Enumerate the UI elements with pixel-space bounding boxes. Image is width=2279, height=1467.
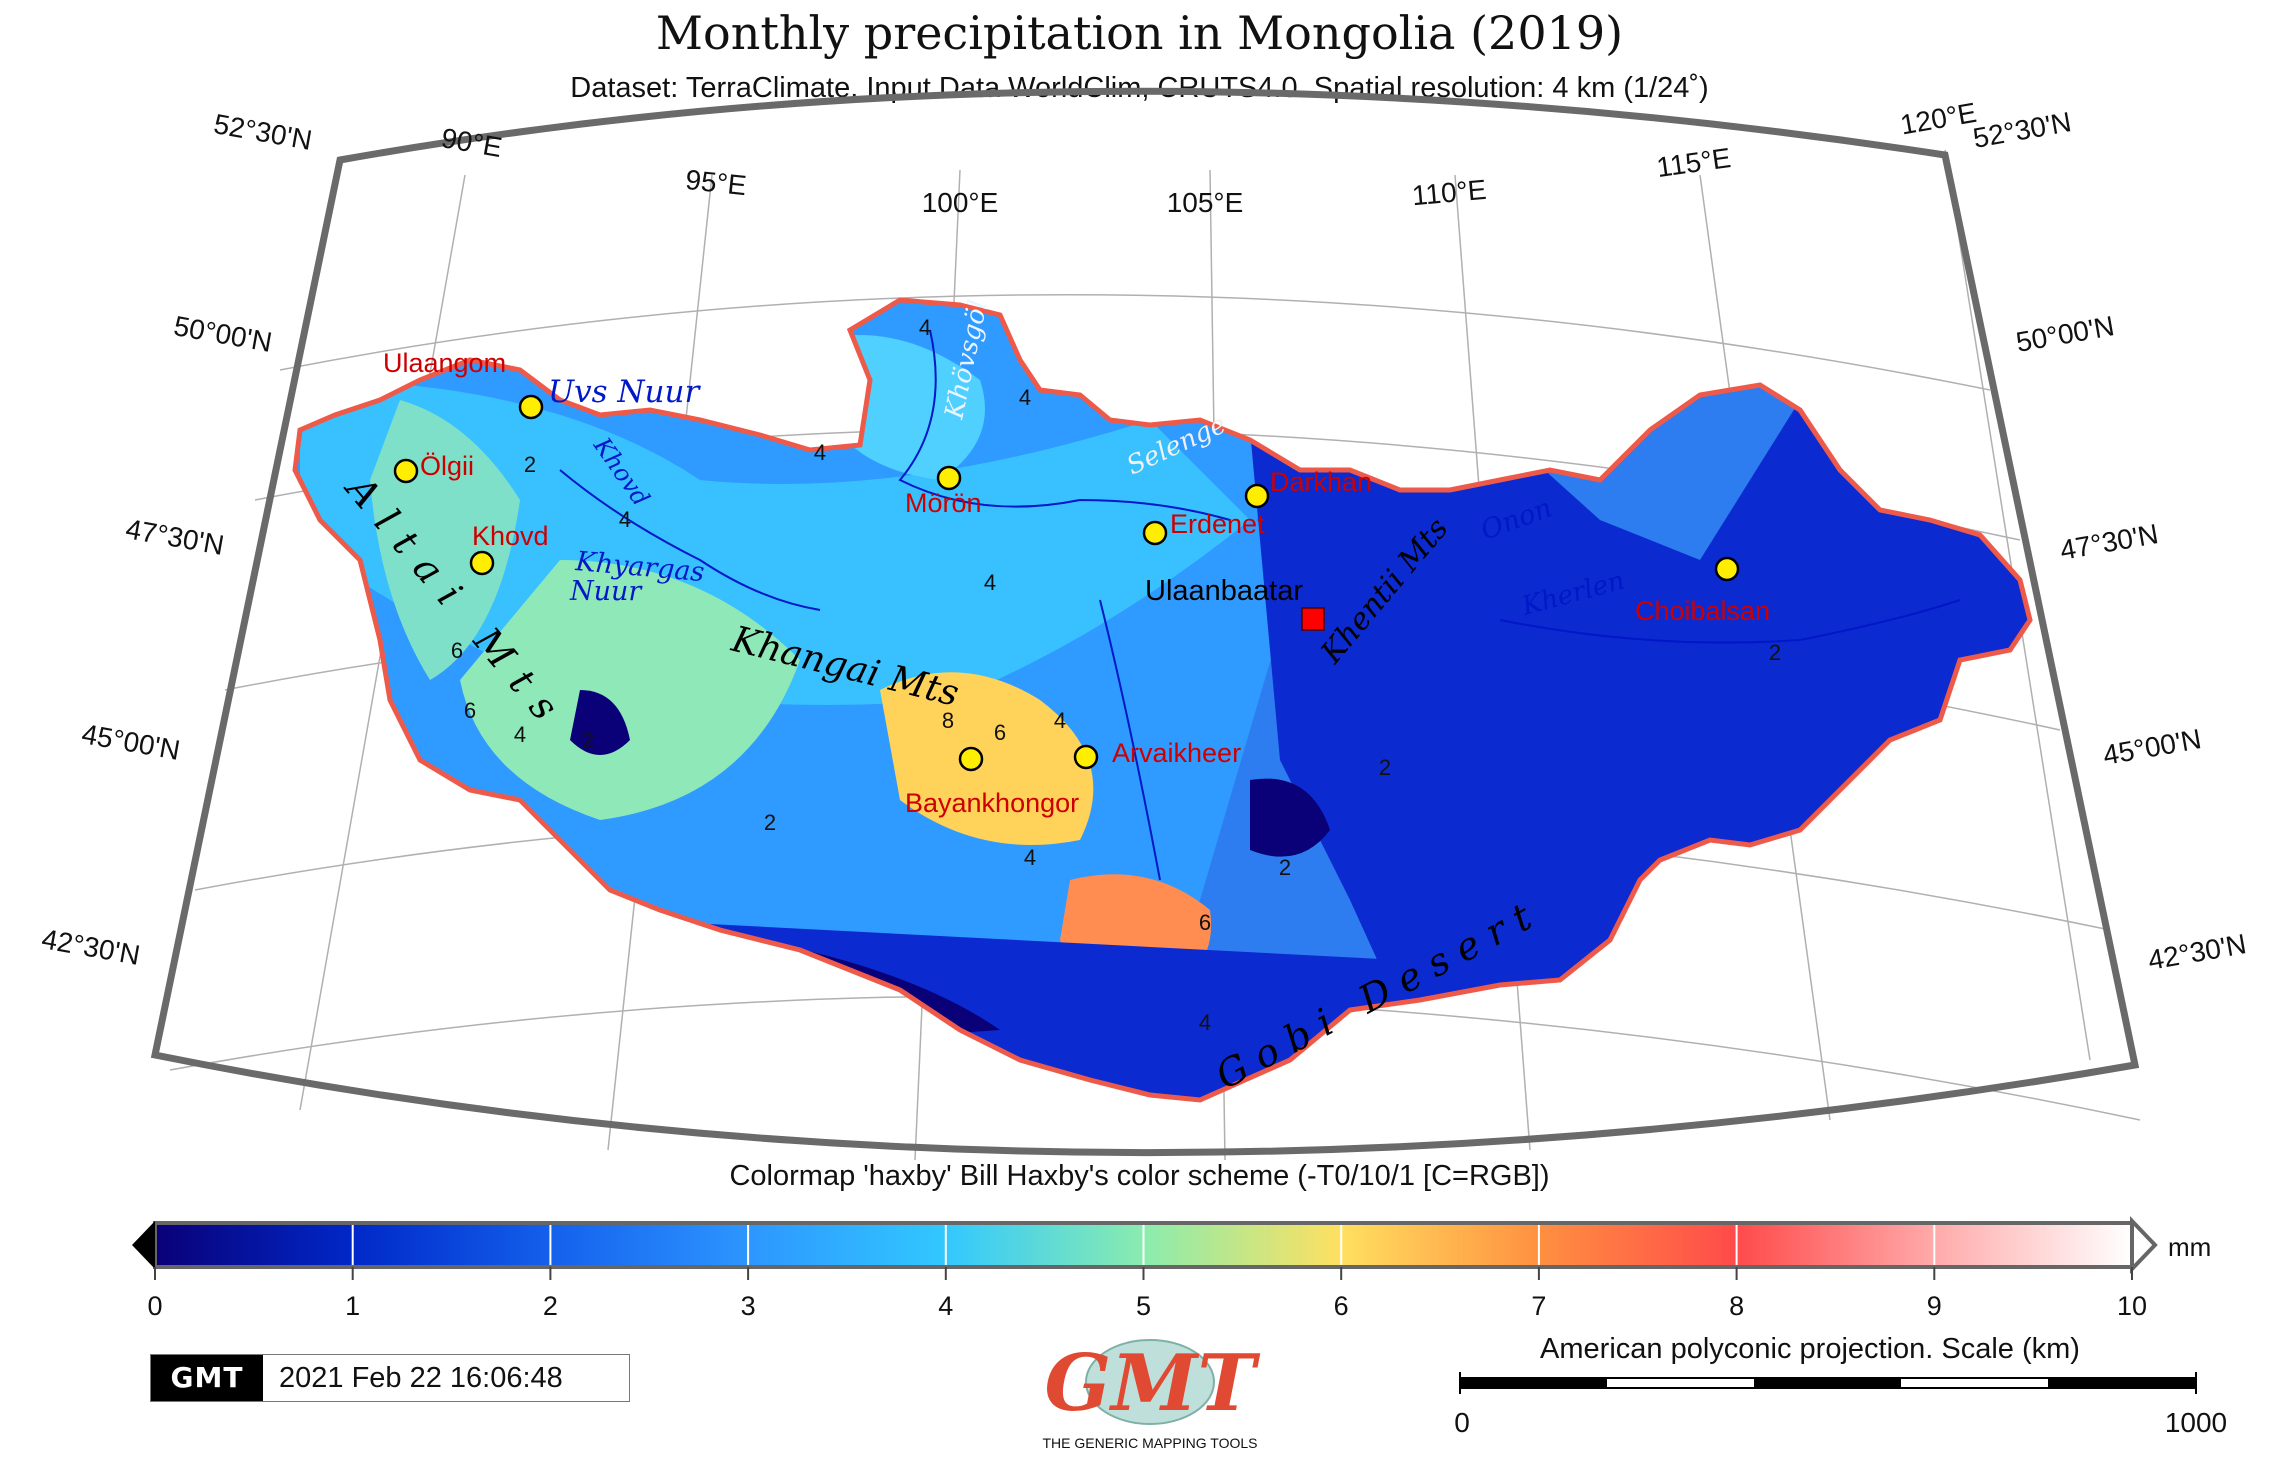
gmt-logo-tagline: THE GENERIC MAPPING TOOLS [1043,1435,1258,1451]
city-marker-moron [936,465,962,491]
gmt-logo-globe [1085,1339,1215,1425]
contour-label: 6 [1199,910,1211,935]
contour-label: 4 [919,315,931,340]
colorbar-tick-label: 2 [543,1291,558,1321]
contour-labels: 4 4 2 4 6 6 4 2 4 4 8 6 4 4 6 4 2 2 2 2 [451,315,1781,1035]
colorbar-tick-label: 6 [1334,1291,1349,1321]
scale-label: American polyconic projection. Scale (km… [1540,1333,2080,1365]
contour-label: 4 [1019,385,1031,410]
city-marker-arvaikheer [1073,744,1099,770]
lon-label-105: 105°E [1167,187,1244,218]
city-label-darkhan: Darkhan [1270,467,1372,497]
colorbar-ticks [154,1267,2133,1280]
lat-right-50: 50°00'N [2014,310,2117,358]
colorbar-tick-label: 5 [1136,1291,1151,1321]
gmt-timestamp-logo: GMT [151,1355,263,1401]
contour-label: 4 [984,570,996,595]
colorbar-triangle-high [2130,1216,2158,1274]
colorbar-dividers [351,1223,1936,1267]
colorbar-unit: mm [2168,1232,2211,1262]
scale-bar: 0 1000 [1454,1372,2227,1438]
label-uvs-nuur: Uvs Nuur [548,374,701,410]
contour-label: 6 [451,638,463,663]
lat-right-42-30: 42°30'N [2146,928,2249,976]
city-marker-ulaangom [518,394,544,420]
lat-left-50: 50°00'N [171,310,274,358]
country-border [292,297,2033,1103]
city-marker-olgii [393,458,419,484]
colormap-caption: Colormap 'haxby' Bill Haxby's color sche… [729,1160,1550,1192]
city-label-olgii: Ölgii [420,451,474,481]
lon-label-90: 90°E [439,122,504,163]
city-marker-erdenet [1142,520,1168,546]
city-label-arvaikheer: Arvaikheer [1112,738,1241,768]
label-khyargas-nuur: Nuur [569,576,643,607]
lat-right-47-30: 47°30'N [2058,518,2161,566]
city-marker-khovd [469,550,495,576]
contour-label: 4 [514,722,526,747]
lat-left-42-30: 42°30'N [39,923,142,971]
contour-label: 4 [1024,845,1036,870]
precipitation-raster [295,300,2030,1100]
scale-min: 0 [1454,1407,1470,1438]
scale-max: 1000 [2165,1407,2227,1438]
contour-label: 2 [524,452,536,477]
colorbar-tick-labels: 0 1 2 3 4 5 6 7 8 9 10 [147,1291,2147,1321]
lon-label-95: 95°E [684,164,748,201]
contour-label: 6 [464,698,476,723]
rivers [559,329,1961,881]
city-marker-darkhan [1244,483,1270,509]
colorbar-tick-label: 0 [147,1291,162,1321]
contour-label: 4 [814,440,826,465]
city-label-ulaanbaatar: Ulaanbaatar [1145,575,1303,607]
lat-right-45: 45°00'N [2101,723,2204,771]
timestamp-box: GMT 2021 Feb 22 16:06:48 [150,1354,630,1402]
contour-label: 2 [1769,640,1781,665]
contour-label: 4 [619,507,631,532]
colorbar: 0 1 2 3 4 5 6 7 8 9 10 mm [132,1216,2211,1321]
city-label-bayankhongor: Bayankhongor [905,788,1079,818]
lat-left-47-30: 47°30'N [123,513,226,561]
city-marker-bayankhongor [958,746,984,772]
colorbar-tick-label: 1 [345,1291,360,1321]
lat-right-52-30: 52°30'N [1971,106,2074,154]
contour-label: 2 [1379,755,1391,780]
contour-label: 8 [942,708,954,733]
colorbar-tick-label: 7 [1531,1291,1546,1321]
city-label-choibalsan: Choibalsan [1635,596,1770,626]
contour-label: 2 [764,810,776,835]
map-title: Monthly precipitation in Mongolia (2019) [655,6,1624,60]
city-label-khovd: Khovd [472,521,549,551]
colorbar-tick-label: 3 [741,1291,756,1321]
city-markers [393,394,1740,772]
map-frame [150,87,2140,1157]
lon-label-115: 115°E [1655,142,1733,183]
lon-label-120: 120°E [1898,97,1979,141]
colorbar-tick-label: 4 [938,1291,953,1321]
city-label-erdenet: Erdenet [1170,509,1265,539]
lat-left-45: 45°00'N [79,718,182,766]
city-labels: Ulaangom Ölgii Khovd Mörön Erdenet Darkh… [383,348,1770,818]
contour-label: 6 [994,720,1006,745]
colorbar-tick-label: 8 [1729,1291,1744,1321]
contour-label: 2 [582,728,594,753]
colorbar-triangle-low [132,1221,155,1269]
colorbar-tick-label: 10 [2117,1291,2147,1321]
colorbar-tick-label: 9 [1927,1291,1942,1321]
lon-label-100: 100°E [922,187,999,218]
city-label-ulaangom: Ulaangom [383,348,506,378]
lon-label-110: 110°E [1411,174,1488,211]
city-marker-ulaanbaatar [1301,607,1325,631]
city-marker-choibalsan [1714,556,1740,582]
contour-label: 4 [1054,708,1066,733]
gmt-logo: GMT THE GENERIC MAPPING TOOLS [1043,1338,1261,1451]
contour-label: 2 [1279,855,1291,880]
contour-label: 4 [1199,1010,1211,1035]
lat-left-52-30: 52°30'N [211,108,314,156]
city-label-moron: Mörön [905,488,982,518]
gmt-logo-text: GMT [1045,1338,1261,1429]
timestamp-text: 2021 Feb 22 16:06:48 [279,1362,563,1394]
